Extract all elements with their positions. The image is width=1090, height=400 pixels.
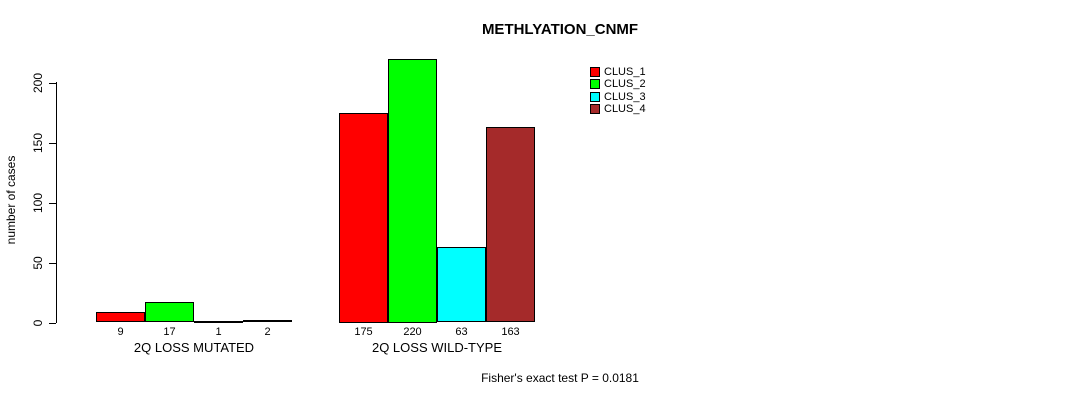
legend-swatch-icon bbox=[590, 91, 600, 102]
bar-value-label: 163 bbox=[501, 326, 520, 338]
bar-clus_2-group2 bbox=[388, 58, 437, 323]
y-axis-tick-label: 50 bbox=[31, 255, 45, 270]
y-axis-tick-label: 0 bbox=[31, 319, 45, 326]
legend-swatch-icon bbox=[590, 67, 600, 77]
legend-label: CLUS_1 bbox=[604, 66, 646, 78]
group-label-2: 2Q LOSS WILD-TYPE bbox=[371, 340, 503, 355]
bar-clus_1-group2 bbox=[339, 112, 388, 323]
legend-label: CLUS_2 bbox=[604, 78, 646, 91]
bar-value-label: 2 bbox=[264, 326, 271, 338]
y-axis-tick bbox=[49, 202, 56, 204]
group-label-1: 2Q LOSS MUTATED bbox=[133, 340, 255, 355]
bar-value-label: 1 bbox=[215, 326, 222, 338]
legend-swatch-icon bbox=[590, 79, 600, 90]
bar-value-label: 220 bbox=[403, 326, 422, 338]
legend-item-clus_1: CLUS_1 bbox=[590, 66, 646, 78]
bar-clus_3-group1 bbox=[194, 321, 243, 324]
y-axis-line bbox=[56, 82, 57, 323]
chart-title: METHLYATION_CNMF bbox=[481, 21, 639, 38]
legend-label: CLUS_4 bbox=[604, 103, 646, 116]
bar-value-label: 17 bbox=[163, 326, 176, 338]
y-axis-tick bbox=[49, 262, 56, 264]
bar-value-label: 175 bbox=[354, 326, 373, 338]
y-axis-tick bbox=[49, 142, 56, 144]
legend-swatch-icon bbox=[590, 104, 600, 115]
y-axis-tick bbox=[49, 82, 56, 84]
bar-value-label: 9 bbox=[117, 326, 124, 338]
y-axis-tick-label: 100 bbox=[31, 192, 45, 213]
legend-label: CLUS_3 bbox=[604, 90, 646, 103]
bar-clus_4-group2 bbox=[486, 126, 535, 323]
bar-value-label: 63 bbox=[455, 326, 468, 338]
bar-clus_2-group1 bbox=[145, 302, 194, 323]
bar-clus_3-group2 bbox=[437, 246, 486, 323]
bar-clus_1-group1 bbox=[96, 311, 145, 323]
legend-item-clus_4: CLUS_4 bbox=[590, 103, 646, 115]
fisher-test-annotation: Fisher's exact test P = 0.0181 bbox=[481, 371, 639, 385]
y-axis-tick-label: 200 bbox=[31, 72, 45, 93]
legend-item-clus_3: CLUS_3 bbox=[590, 91, 646, 103]
legend-item-clus_2: CLUS_2 bbox=[590, 78, 646, 90]
bar-clus_4-group1 bbox=[243, 320, 292, 323]
y-axis-tick-label: 150 bbox=[31, 132, 45, 153]
y-axis-label: number of cases bbox=[4, 155, 18, 245]
y-axis-tick bbox=[49, 322, 56, 324]
